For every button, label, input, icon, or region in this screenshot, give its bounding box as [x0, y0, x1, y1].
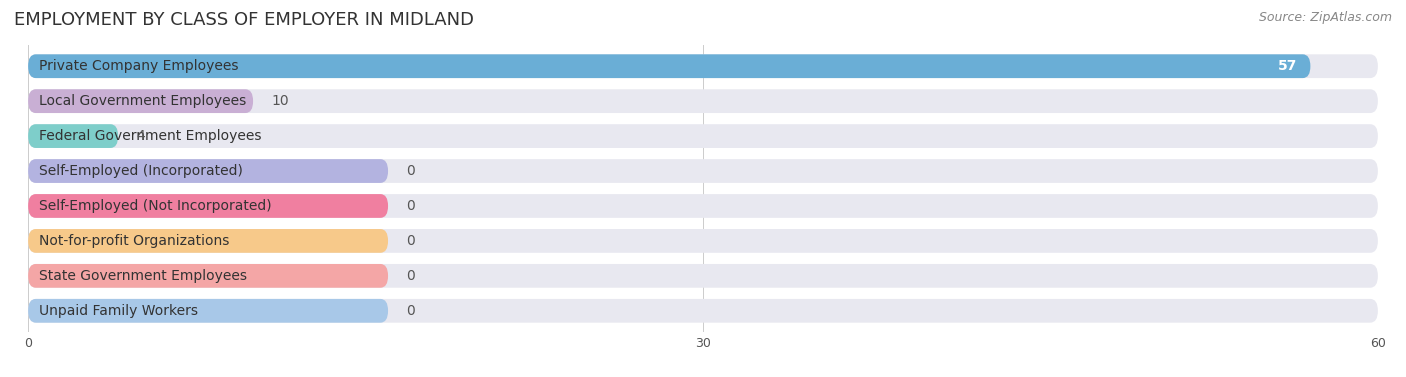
- FancyBboxPatch shape: [28, 229, 388, 253]
- Text: Unpaid Family Workers: Unpaid Family Workers: [39, 304, 198, 318]
- Text: 0: 0: [406, 304, 415, 318]
- Text: 57: 57: [1278, 59, 1296, 73]
- Text: 0: 0: [406, 234, 415, 248]
- FancyBboxPatch shape: [28, 194, 1378, 218]
- FancyBboxPatch shape: [28, 299, 1378, 323]
- Text: 0: 0: [406, 164, 415, 178]
- FancyBboxPatch shape: [28, 194, 388, 218]
- Text: Not-for-profit Organizations: Not-for-profit Organizations: [39, 234, 229, 248]
- Text: 0: 0: [406, 199, 415, 213]
- FancyBboxPatch shape: [28, 124, 1378, 148]
- FancyBboxPatch shape: [28, 124, 118, 148]
- Text: Private Company Employees: Private Company Employees: [39, 59, 239, 73]
- Text: 10: 10: [271, 94, 288, 108]
- FancyBboxPatch shape: [28, 89, 253, 113]
- Text: 0: 0: [406, 269, 415, 283]
- FancyBboxPatch shape: [28, 54, 1310, 78]
- Text: Self-Employed (Not Incorporated): Self-Employed (Not Incorporated): [39, 199, 271, 213]
- FancyBboxPatch shape: [28, 299, 388, 323]
- Text: Source: ZipAtlas.com: Source: ZipAtlas.com: [1258, 11, 1392, 24]
- FancyBboxPatch shape: [28, 159, 1378, 183]
- Text: EMPLOYMENT BY CLASS OF EMPLOYER IN MIDLAND: EMPLOYMENT BY CLASS OF EMPLOYER IN MIDLA…: [14, 11, 474, 29]
- Text: Self-Employed (Incorporated): Self-Employed (Incorporated): [39, 164, 243, 178]
- FancyBboxPatch shape: [28, 54, 1378, 78]
- FancyBboxPatch shape: [28, 229, 1378, 253]
- Text: Local Government Employees: Local Government Employees: [39, 94, 246, 108]
- FancyBboxPatch shape: [28, 89, 1378, 113]
- FancyBboxPatch shape: [28, 264, 1378, 288]
- FancyBboxPatch shape: [28, 264, 388, 288]
- Text: 4: 4: [136, 129, 145, 143]
- Text: Federal Government Employees: Federal Government Employees: [39, 129, 262, 143]
- FancyBboxPatch shape: [28, 159, 388, 183]
- Text: State Government Employees: State Government Employees: [39, 269, 247, 283]
